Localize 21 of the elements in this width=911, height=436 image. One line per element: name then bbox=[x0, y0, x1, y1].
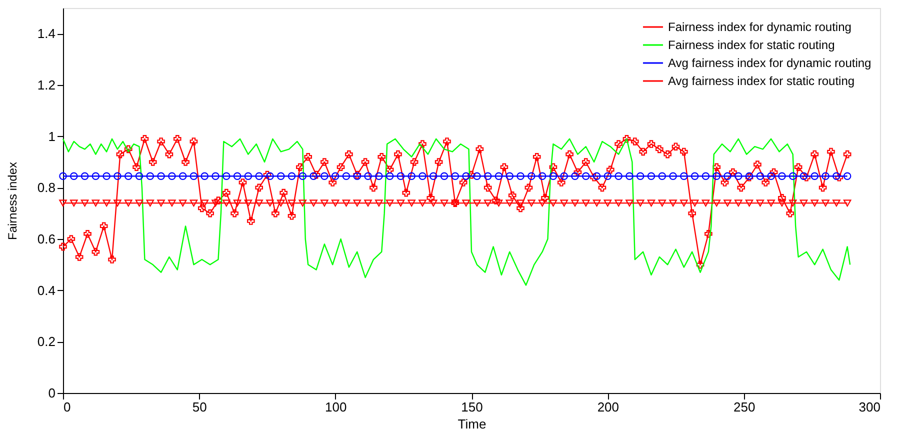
y-tick-label: 0.4 bbox=[37, 282, 56, 298]
x-tick-label: 50 bbox=[192, 400, 207, 414]
y-tick-label: 0 bbox=[48, 386, 56, 400]
y-tick-label: 0.2 bbox=[37, 334, 56, 350]
y-tick-label: 1.2 bbox=[37, 78, 56, 92]
x-tick-label: 100 bbox=[324, 400, 347, 414]
legend-label: Fairness index for static routing bbox=[668, 38, 835, 52]
x-tick-label: 300 bbox=[858, 400, 880, 414]
x-tick-label: 0 bbox=[64, 400, 71, 414]
y-tick-label: 0.6 bbox=[37, 232, 56, 246]
x-tick-label: 200 bbox=[597, 400, 620, 414]
x-tick-label: 150 bbox=[461, 400, 483, 414]
y-axis-title: Fairness index bbox=[5, 162, 20, 240]
y-tick-label: 1 bbox=[48, 128, 56, 144]
legend-label: Avg fairness index for static routing bbox=[668, 74, 855, 88]
legend-label: Avg fairness index for dynamic routing bbox=[668, 56, 872, 70]
x-tick-label: 250 bbox=[733, 400, 756, 414]
legend-label: Fairness index for dynamic routing bbox=[668, 20, 852, 34]
y-tick-label: 0.8 bbox=[37, 180, 56, 196]
y-tick-label: 1.4 bbox=[37, 26, 56, 42]
x-axis-title: Time bbox=[458, 416, 486, 432]
